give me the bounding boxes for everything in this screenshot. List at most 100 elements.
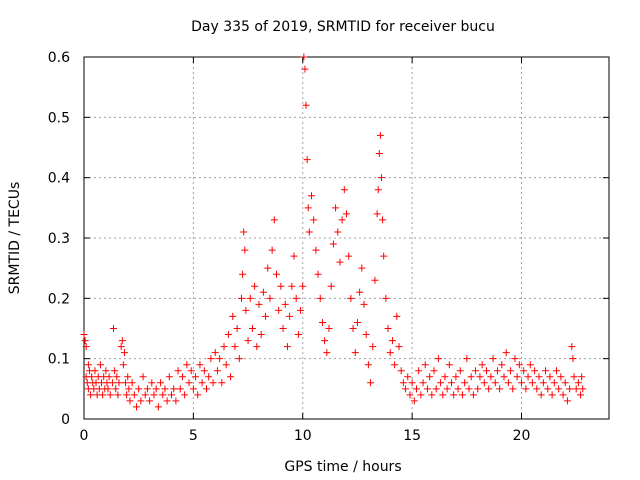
chart-title: Day 335 of 2019, SRMTID for receiver buc… [191,19,495,35]
data-point [507,367,515,375]
data-point [213,367,221,375]
data-point [496,385,504,393]
data-point [108,379,116,387]
data-point [82,343,90,351]
data-point [561,379,569,387]
data-point [454,385,462,393]
data-point [374,186,382,194]
data-point [542,367,550,375]
data-point [419,379,427,387]
data-point [244,337,252,345]
data-point [367,379,375,387]
data-point [434,355,442,363]
data-point [130,391,138,399]
data-point [126,397,134,405]
data-point [301,65,309,73]
data-point [382,294,390,302]
data-point [340,186,348,194]
data-point [240,228,248,236]
data-point [430,367,438,375]
data-point [439,391,447,399]
y-tick-labels: 0 0.1 0.2 0.3 0.4 0.5 0.6 [48,50,70,428]
data-point [329,240,337,248]
data-point [81,337,89,345]
data-point [461,379,469,387]
data-point [112,385,120,393]
data-point [290,252,298,260]
data-point [351,349,359,357]
data-point [568,343,576,351]
data-point [277,282,285,290]
data-point [281,300,289,308]
data-point [183,361,191,369]
data-point [445,361,453,369]
data-points [80,53,587,411]
data-point [356,288,364,296]
data-point [504,379,512,387]
data-point [539,379,547,387]
data-point [566,385,574,393]
data-point [157,379,165,387]
data-point [498,361,506,369]
data-point [172,397,180,405]
data-point [555,385,563,393]
data-point [178,373,186,381]
data-point [327,282,335,290]
data-point [489,355,497,363]
data-point [524,373,532,381]
data-point [410,397,418,405]
data-point [386,349,394,357]
data-point [493,367,501,375]
data-point [483,367,490,375]
data-point [502,349,510,357]
data-point [220,343,228,351]
data-point [318,318,326,326]
data-point [553,367,560,375]
y-tick-label: 0 [61,412,70,428]
data-point [441,373,449,381]
data-point [376,131,384,139]
x-tick-label: 10 [294,428,312,444]
data-point [224,331,232,339]
data-point [115,379,123,387]
data-point [241,246,249,254]
data-point [123,391,131,399]
data-point [426,373,434,381]
data-point [452,373,460,381]
data-point [125,385,133,393]
data-point [336,258,344,266]
data-point [196,361,204,369]
y-axis-title: SRMTID / TECUs [7,182,23,295]
data-point [264,264,272,272]
data-point [360,300,368,308]
data-point [395,343,403,351]
data-point [375,150,383,158]
data-point [544,385,552,393]
x-tick-label: 5 [189,428,198,444]
data-point [91,367,99,375]
data-point [312,246,320,254]
data-point [270,216,278,224]
data-point [388,337,396,345]
data-point [574,379,582,387]
data-point [137,397,145,405]
data-point [491,379,499,387]
data-point [550,379,558,387]
data-point [458,391,466,399]
data-point [528,379,536,387]
data-point [150,391,158,399]
data-point [161,385,169,393]
data-point [332,204,340,212]
data-point [257,331,265,339]
data-point [472,367,480,375]
data-point [546,373,554,381]
data-point [294,331,302,339]
data-point [117,343,125,351]
data-point [308,192,315,200]
data-point [200,367,208,375]
data-point [80,331,88,339]
data-point [170,385,178,393]
x-tick-label: 15 [403,428,421,444]
data-point [404,373,412,381]
